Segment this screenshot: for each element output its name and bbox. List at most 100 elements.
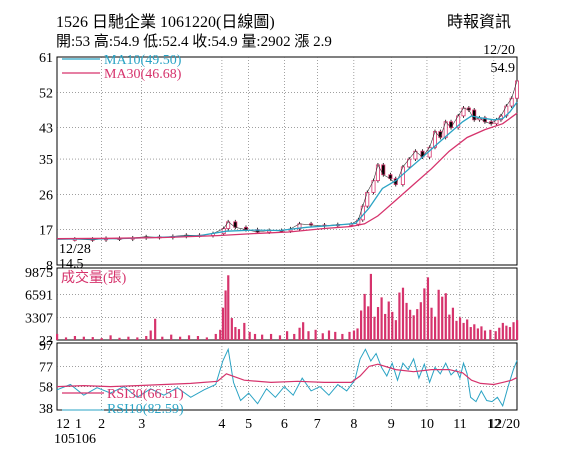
x-tick-label: 10 xyxy=(420,417,434,432)
volume-bar xyxy=(373,316,376,340)
volume-bar xyxy=(444,293,447,340)
x-tick-label: 9 xyxy=(388,417,395,432)
x-tick-label: 12 xyxy=(487,417,501,432)
rsi10-line xyxy=(56,347,518,408)
volume-bar xyxy=(136,337,139,340)
volume-bar xyxy=(145,336,148,340)
volume-bar xyxy=(73,336,77,340)
volume-bar xyxy=(430,307,433,340)
volume-bar xyxy=(391,311,394,340)
candle-body xyxy=(515,80,520,99)
volume-bar xyxy=(286,331,289,340)
volume-bar xyxy=(64,337,68,340)
volume-bar xyxy=(433,316,437,340)
volume-bar xyxy=(248,331,251,340)
volume-bar xyxy=(441,296,444,340)
volume-bar xyxy=(380,297,383,340)
volume-bar xyxy=(100,338,103,340)
volume-bar xyxy=(278,335,282,340)
volume-bar xyxy=(161,336,164,340)
rsi-tick-label: 97 xyxy=(39,339,53,354)
volume-bar xyxy=(458,317,462,340)
volume-bar xyxy=(234,327,237,340)
volume-bar xyxy=(307,331,310,340)
volume-bar xyxy=(314,329,317,340)
candle-body xyxy=(381,164,386,176)
volume-bar xyxy=(409,309,412,340)
volume-bar xyxy=(221,307,225,340)
volume-bar xyxy=(369,273,372,340)
chart-title: 1526 日馳企業 1061220(日線圖) xyxy=(56,14,275,31)
price-tick-label: 52 xyxy=(39,86,53,101)
volume-bar xyxy=(214,333,217,340)
volume-bar xyxy=(269,333,273,340)
volume-bar xyxy=(154,318,157,340)
volume-tick-label: 23 xyxy=(39,334,53,349)
volume-bar xyxy=(419,302,422,340)
volume-bar xyxy=(462,322,465,340)
volume-title: 成交量(張) xyxy=(61,269,127,286)
volume-bar xyxy=(187,335,191,340)
x-tick-label: 4 xyxy=(218,417,225,432)
volume-bar xyxy=(109,335,112,340)
volume-bar xyxy=(516,320,519,340)
high-value-label: 54.9 xyxy=(491,61,516,76)
rsi-tick-label: 38 xyxy=(39,402,53,417)
volume-bar xyxy=(423,288,426,340)
volume-bar xyxy=(298,327,301,340)
rsi30-legend-label: RSI30(66.51) xyxy=(107,387,184,402)
volume-bar xyxy=(512,322,515,340)
volume-bar xyxy=(480,326,483,340)
volume-bar xyxy=(476,328,479,340)
x-tick-label: 1 xyxy=(75,417,82,432)
volume-bar xyxy=(483,330,487,340)
rsi-tick-label: 77 xyxy=(39,360,53,375)
volume-bar xyxy=(253,333,257,340)
volume-bar xyxy=(149,330,152,340)
volume-bar xyxy=(416,309,419,340)
volume-bar xyxy=(179,336,182,340)
x-tick-label: 5 xyxy=(245,417,252,432)
volume-bar xyxy=(437,289,440,340)
volume-bar xyxy=(367,306,370,340)
volume-bar xyxy=(82,336,85,340)
volume-bar xyxy=(205,337,208,340)
volume-bar xyxy=(398,292,401,340)
volume-bar xyxy=(405,302,408,340)
volume-bar xyxy=(494,331,497,340)
x-tick-label: 12 xyxy=(56,417,70,432)
low-date-label: 12/28 xyxy=(59,242,91,257)
volume-bar xyxy=(508,327,512,340)
volume-bar xyxy=(473,324,476,340)
volume-tick-label: 6591 xyxy=(25,289,53,304)
x-tick-label: 11 xyxy=(453,417,466,432)
volume-bar xyxy=(455,320,458,340)
ma10-legend-label: MA10(49.50) xyxy=(104,53,182,68)
volume-bar xyxy=(293,333,296,340)
volume-bar xyxy=(426,277,430,340)
x-tick-label: 3 xyxy=(138,417,145,432)
volume-bar xyxy=(237,329,241,340)
volume-bar xyxy=(321,333,324,340)
close-line xyxy=(56,80,518,241)
ma10-line xyxy=(57,101,518,240)
volume-bar xyxy=(469,327,472,340)
price-tick-label: 35 xyxy=(39,153,53,168)
rsi30-line xyxy=(56,363,518,388)
volume-bar xyxy=(56,333,59,340)
volume-bar xyxy=(352,330,356,340)
quote-summary: 開:53 高:54.9 低:52.4 收:54.9 量:2902 漲 2.9 xyxy=(56,34,332,50)
ma30-line xyxy=(56,112,518,240)
price-tick-label: 8 xyxy=(46,259,53,274)
x-tick-label: 6 xyxy=(281,417,288,432)
volume-bar xyxy=(196,336,200,340)
volume-bar xyxy=(219,329,222,340)
volume-bar xyxy=(334,331,337,340)
candle-body xyxy=(365,191,370,207)
low-value-label: 14.5 xyxy=(59,257,84,272)
volume-bar xyxy=(341,333,344,340)
volume-bar xyxy=(363,293,366,340)
volume-bar xyxy=(412,315,415,340)
high-date-label: 12/20 xyxy=(483,43,515,58)
